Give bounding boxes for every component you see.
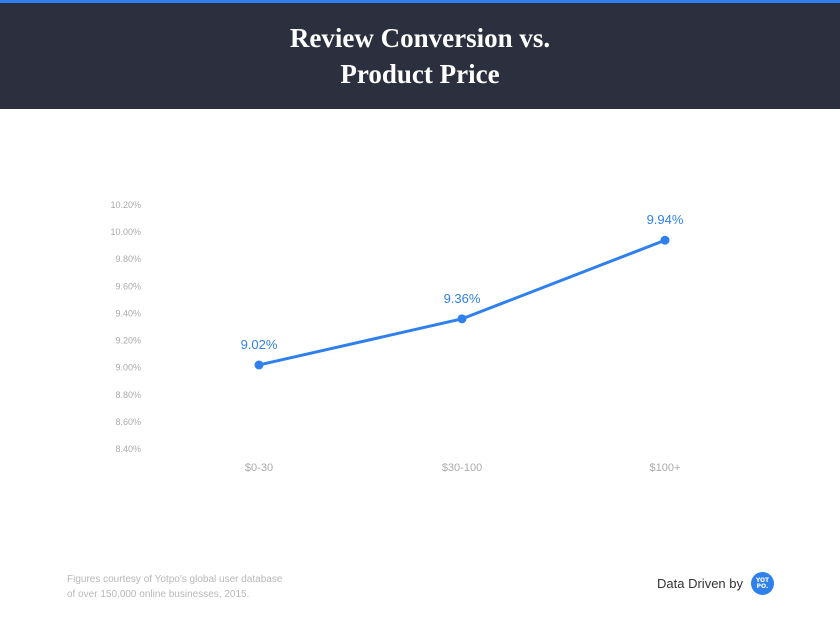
x-tick-label: $100+: [650, 462, 681, 474]
header: Review Conversion vs. Product Price: [0, 3, 840, 109]
data-label: 9.94%: [647, 212, 684, 227]
x-tick-label: $30-100: [442, 462, 482, 474]
y-tick-label: 10.20%: [110, 200, 141, 210]
y-tick-label: 10.00%: [110, 227, 141, 237]
y-tick-label: 9.20%: [115, 336, 141, 346]
y-tick-label: 8.80%: [115, 390, 141, 400]
y-tick-label: 9.60%: [115, 281, 141, 291]
data-label: 9.02%: [241, 337, 278, 352]
credit-text: Data Driven by: [657, 576, 743, 591]
chart-title: Review Conversion vs. Product Price: [289, 23, 551, 89]
data-point: [457, 314, 467, 324]
footnote: Figures courtesy of Yotpo's global user …: [67, 572, 327, 602]
y-tick-label: 9.80%: [115, 254, 141, 264]
footnote-line-2: of over 150,000 online businesses, 2015.: [67, 589, 250, 600]
y-tick-label: 9.40%: [115, 308, 141, 318]
y-tick-label: 9.00%: [115, 363, 141, 373]
data-label: 9.36%: [444, 291, 481, 306]
top-accent-bar: [0, 0, 840, 3]
credit: Data Driven by YOT PO.: [657, 572, 774, 595]
x-tick-label: $0-30: [245, 462, 273, 474]
yotpo-logo: YOT PO.: [751, 572, 774, 595]
footnote-line-1: Figures courtesy of Yotpo's global user …: [67, 574, 283, 585]
y-tick-label: 8.40%: [115, 444, 141, 454]
data-point: [660, 235, 670, 245]
y-tick-label: 8.60%: [115, 417, 141, 427]
data-point: [254, 360, 264, 370]
